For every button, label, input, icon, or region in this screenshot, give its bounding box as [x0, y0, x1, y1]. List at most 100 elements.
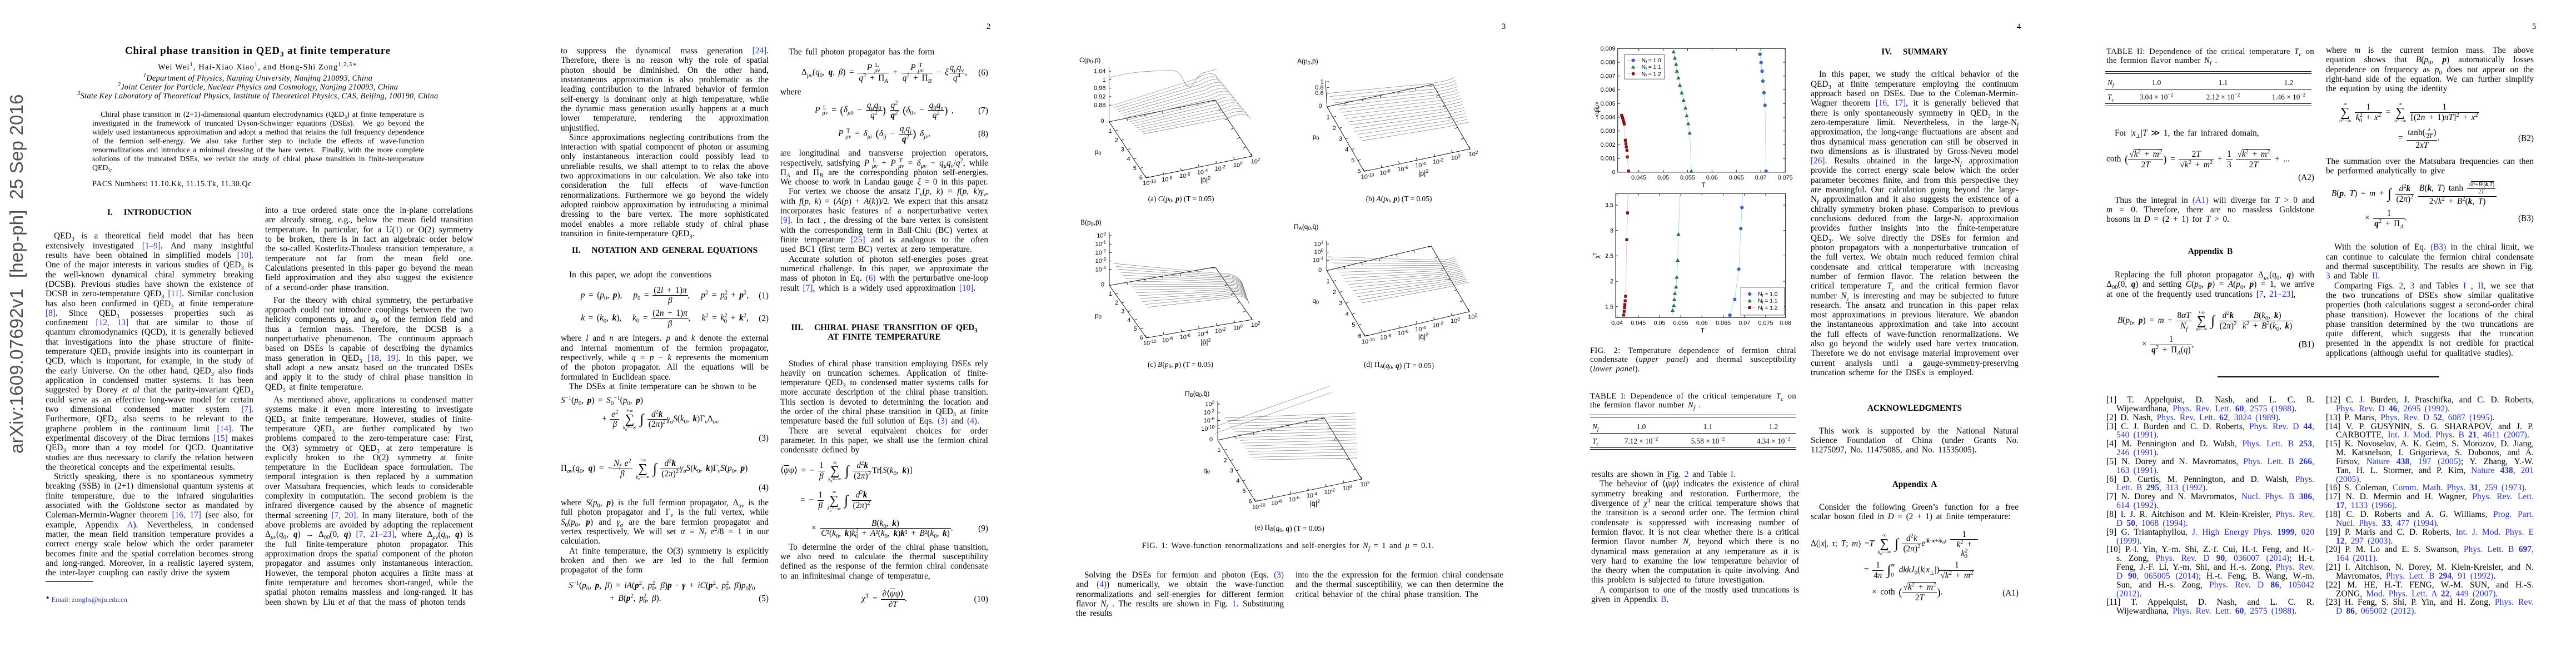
svg-text:q0: q0 [1312, 297, 1319, 305]
svg-text:10-2: 10-2 [1095, 248, 1107, 256]
svg-text:Nf = 1.0: Nf = 1.0 [1758, 291, 1778, 298]
svg-text:ΠA(q0,q̄): ΠA(q0,q̄) [1294, 223, 1318, 231]
svg-text:0.002: 0.002 [1601, 142, 1616, 148]
svg-text:0.05: 0.05 [1657, 175, 1669, 181]
svg-text:0.05: 0.05 [1653, 320, 1665, 326]
svg-text:0.04: 0.04 [1611, 320, 1623, 326]
svg-text:3: 3 [1339, 300, 1342, 307]
svg-text:2: 2 [1610, 278, 1613, 285]
svg-text:3: 3 [1121, 308, 1124, 315]
svg-text:2: 2 [1333, 289, 1336, 296]
svg-text:0.005: 0.005 [1601, 101, 1616, 107]
svg-text:3: 3 [1121, 147, 1124, 153]
svg-text:10-6: 10-6 [1179, 172, 1190, 180]
svg-text:10-2: 10-2 [1204, 408, 1215, 416]
svg-text:1.5: 1.5 [1605, 303, 1613, 310]
svg-text:0.075: 0.075 [1778, 175, 1793, 181]
svg-text:6: 6 [1139, 175, 1143, 181]
svg-text:10-6: 10-6 [1180, 333, 1191, 341]
svg-text:6: 6 [1140, 335, 1143, 341]
svg-text:100: 100 [1233, 161, 1243, 169]
svg-text:6: 6 [1357, 168, 1361, 175]
svg-text:0: 0 [1101, 282, 1104, 288]
svg-text:0.004: 0.004 [1601, 115, 1616, 121]
svg-text:10-8: 10-8 [1380, 333, 1391, 341]
svg-text:3: 3 [1610, 227, 1613, 234]
svg-text:10-10: 10-10 [1143, 179, 1156, 187]
svg-text:5: 5 [1134, 326, 1137, 332]
svg-text:Nf = 1.2: Nf = 1.2 [1758, 305, 1778, 312]
svg-text:0.008: 0.008 [1601, 59, 1616, 66]
svg-text:(c) B(p0, p) (T = 0.05): (c) B(p0, p) (T = 0.05) [1148, 360, 1213, 370]
svg-text:T: T [1701, 181, 1706, 189]
svg-text:10-4: 10-4 [1197, 168, 1208, 176]
svg-text:q0: q0 [1203, 466, 1210, 475]
svg-text:102: 102 [1205, 400, 1214, 408]
svg-text:-<ψ̅ψ>: -<ψ̅ψ> [1594, 101, 1601, 119]
svg-text:0.003: 0.003 [1601, 128, 1616, 135]
svg-text:10-4: 10-4 [1197, 330, 1208, 337]
svg-text:Nf = 1.1: Nf = 1.1 [1642, 64, 1662, 71]
svg-text:10-3: 10-3 [1095, 257, 1107, 265]
svg-text:2: 2 [1333, 125, 1336, 132]
svg-text:2: 2 [1224, 457, 1227, 464]
svg-text:0.08: 0.08 [1780, 320, 1791, 326]
svg-text:0.6: 0.6 [1315, 90, 1323, 97]
svg-text:C(p0,p̄): C(p0,p̄) [1079, 56, 1100, 64]
svg-text:10-1: 10-1 [1313, 256, 1324, 264]
svg-text:|p̄|2: |p̄|2 [1200, 175, 1210, 184]
svg-text:0.92: 0.92 [1094, 93, 1105, 100]
svg-text:1: 1 [1326, 278, 1329, 285]
svg-text:10-10: 10-10 [1143, 339, 1157, 347]
svg-text:0.96: 0.96 [1094, 85, 1105, 92]
svg-text:0.009: 0.009 [1601, 46, 1616, 52]
svg-text:p0: p0 [1313, 133, 1319, 141]
svg-text:5: 5 [1242, 488, 1245, 495]
svg-text:B(p0,p̄): B(p0,p̄) [1080, 218, 1102, 227]
svg-text:10-6: 10-6 [1398, 329, 1409, 337]
svg-text:10-2: 10-2 [1215, 165, 1226, 172]
svg-text:10-10: 10-10 [1252, 502, 1265, 510]
svg-text:6: 6 [1358, 333, 1362, 340]
svg-text:0.001: 0.001 [1601, 156, 1616, 162]
svg-text:(a) C(p0, p) (T = 0.05): (a) C(p0, p) (T = 0.05) [1148, 195, 1214, 204]
svg-text:1: 1 [1102, 77, 1105, 83]
svg-text:102: 102 [1251, 157, 1260, 165]
svg-text:10-4: 10-4 [1307, 491, 1318, 499]
svg-text:1.04: 1.04 [1094, 68, 1105, 75]
svg-text:102: 102 [1469, 150, 1478, 158]
svg-text:χT: χT [1593, 252, 1601, 258]
svg-text:0.065: 0.065 [1729, 175, 1744, 181]
svg-text:5: 5 [1351, 157, 1354, 164]
svg-text:4: 4 [1236, 478, 1239, 485]
svg-text:5: 5 [1352, 322, 1355, 328]
svg-text:10-1: 10-1 [1095, 240, 1107, 248]
svg-text:0: 0 [1100, 118, 1104, 125]
svg-text:0.045: 0.045 [1631, 175, 1646, 181]
svg-text:10-8: 10-8 [1162, 336, 1173, 344]
svg-text:3: 3 [1339, 136, 1342, 142]
svg-text:0: 0 [1612, 169, 1616, 176]
svg-text:T: T [1701, 326, 1705, 334]
svg-text:0.88: 0.88 [1094, 102, 1105, 109]
svg-text:10-2: 10-2 [1324, 488, 1336, 496]
svg-text:100: 100 [1343, 484, 1352, 492]
svg-text:102: 102 [1468, 313, 1477, 321]
svg-text:ΠB(q0,q̄): ΠB(q0,q̄) [1185, 390, 1209, 398]
svg-text:0.007: 0.007 [1601, 73, 1616, 79]
svg-text:3.5: 3.5 [1605, 202, 1613, 209]
svg-text:|q̄|2: |q̄|2 [1310, 499, 1320, 507]
svg-text:1: 1 [1109, 291, 1112, 297]
svg-text:10-4: 10-4 [1415, 325, 1426, 333]
svg-text:102: 102 [1361, 480, 1370, 488]
svg-text:(e) ΠB(q0, q) (T = 0.05): (e) ΠB(q0, q) (T = 0.05) [1254, 523, 1324, 534]
svg-text:1: 1 [1320, 79, 1323, 86]
svg-text:|p̄|2: |p̄|2 [1418, 168, 1428, 177]
svg-text:0.045: 0.045 [1631, 320, 1646, 326]
svg-text:10-10: 10-10 [1362, 337, 1375, 345]
svg-text:0.075: 0.075 [1758, 320, 1773, 326]
svg-text:0.8: 0.8 [1315, 84, 1323, 91]
svg-text:10-6: 10-6 [1204, 416, 1215, 424]
svg-text:10-8: 10-8 [1162, 176, 1173, 183]
svg-text:p0: p0 [1095, 312, 1102, 320]
